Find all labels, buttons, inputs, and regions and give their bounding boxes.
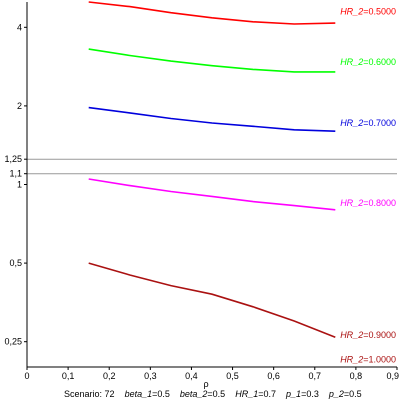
series-label-value: =0.7000 [363,118,396,128]
y-tick-label: 2 [17,101,22,111]
series-label-value: =0.6000 [363,57,396,67]
scenario-label: Scenario: 72 [64,389,115,399]
param-name: HR_1 [235,389,258,399]
param-value: =0.5 [152,389,170,399]
series-label-value: =0.8000 [363,198,396,208]
footer-spacer [225,389,235,399]
footer-spacer [319,389,329,399]
y-tick-label: 0,25 [4,337,22,347]
series-line [88,178,336,211]
x-tick-label: 0,4 [185,371,198,381]
x-tick-label: 0,5 [226,371,239,381]
x-axis-label: ρ [203,379,208,389]
x-tick-label: 0,8 [350,371,363,381]
x-tick-label: 0,2 [103,371,116,381]
series-line [88,106,336,132]
series-line [88,262,336,338]
footer-spacer [115,389,125,399]
series-label-name: HR_2 [340,6,363,16]
y-tick-label: 4 [17,22,22,32]
param-name: beta_2 [180,389,208,399]
x-tick-label: 0 [24,371,29,381]
series-line [88,1,336,25]
series-label: HR_2=1.0000 [340,354,396,364]
footer-spacer [170,389,180,399]
series-label: HR_2=0.6000 [340,57,396,67]
y-tick-label: 1 [17,180,22,190]
reference-lines [27,158,397,175]
series-label-value: =0.5000 [363,6,396,16]
param-value: =0.7 [258,389,276,399]
series-label-name: HR_2 [340,57,363,67]
y-tick-label: 1,1 [9,169,22,179]
param-value: =0.5 [344,389,362,399]
x-tick-label: 0,6 [267,371,280,381]
series-label: HR_2=0.8000 [340,198,396,208]
param-name: p_2 [328,389,344,399]
x-tick-label: 0,3 [144,371,157,381]
footer-spacer [276,389,286,399]
series-label-name: HR_2 [340,330,363,340]
x-tick-label: 0,9 [386,371,399,381]
series-label: HR_2=0.9000 [340,330,396,340]
series-label-value: =0.9000 [363,330,396,340]
y-tick-label: 1,25 [4,154,22,164]
series-label-value: =1.0000 [363,354,396,364]
param-value: =0.3 [301,389,319,399]
series-label-name: HR_2 [340,118,363,128]
footer-caption: Scenario: 72 beta_1=0.5 beta_2=0.5 HR_1=… [64,389,362,399]
series-label-name: HR_2 [340,198,363,208]
series-label: HR_2=0.7000 [340,118,396,128]
y-tick-label: 0,5 [9,258,22,268]
x-tick-label: 0,1 [62,371,75,381]
series-labels: HR_2=0.5000HR_2=0.6000HR_2=0.7000HR_2=0.… [340,6,396,364]
series-label-name: HR_2 [340,354,363,364]
param-value: =0.5 [207,389,225,399]
x-tick-label: 0,7 [309,371,322,381]
series-lines [88,1,336,338]
series-line [88,48,336,73]
param-name: p_1 [285,389,301,399]
param-name: beta_1 [125,389,153,399]
series-label: HR_2=0.5000 [340,6,396,16]
axes: 0 0,1 0,2 0,3 0,4 0,5 0,6 0,7 0,8 0,9 0,25 0,5 11,1 1… [4,2,399,381]
